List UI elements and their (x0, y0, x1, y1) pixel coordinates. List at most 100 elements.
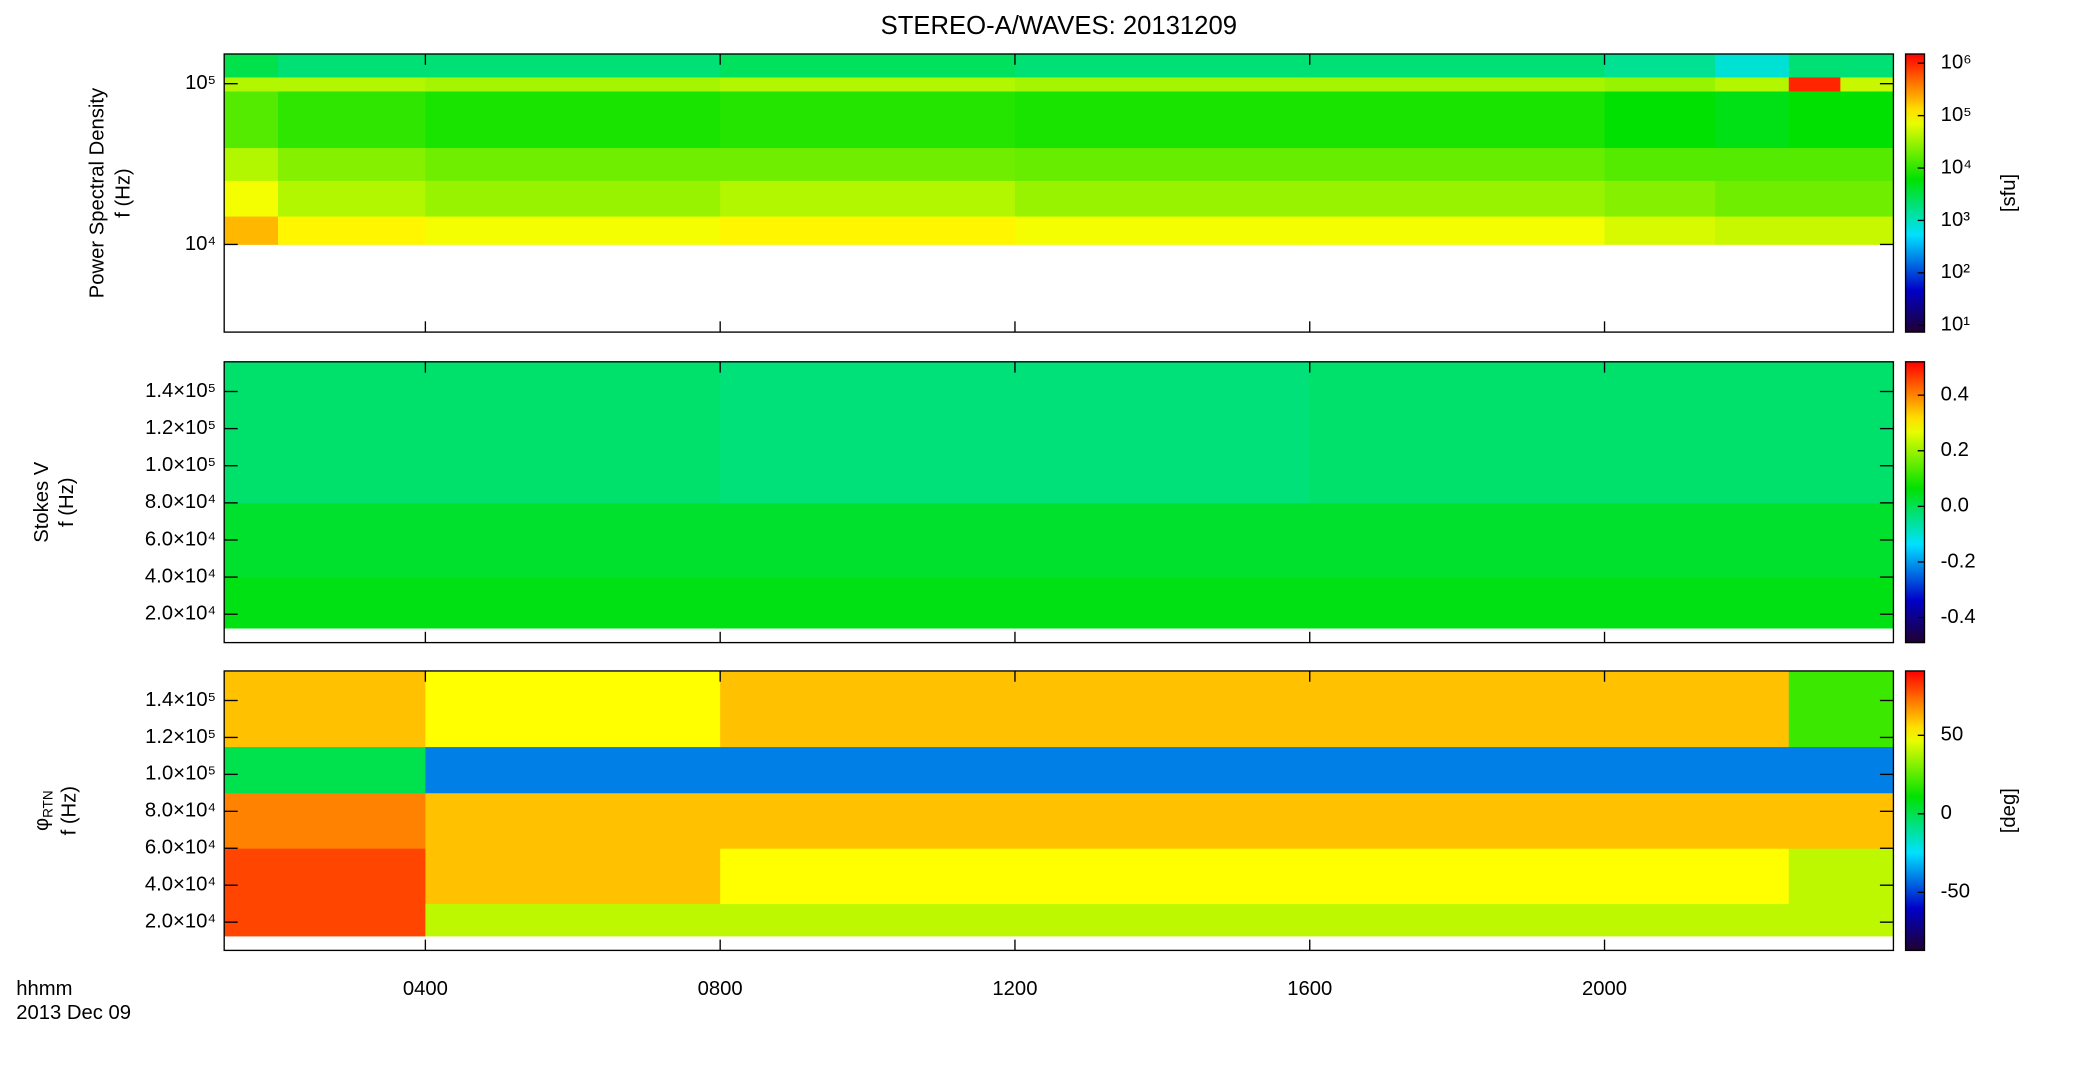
heatmap-cell (1309, 502, 1894, 578)
colorbar-label: [sfu] (1998, 174, 2020, 212)
x-tick-label: 2000 (1582, 978, 1627, 1000)
colorbar-tick-label: -0.2 (1941, 550, 1976, 572)
heatmap-cell (1604, 54, 1716, 78)
heatmap-cell (224, 216, 279, 245)
heatmap-cell (1788, 670, 1894, 748)
figure-title: STEREO-A/WAVES: 20131209 (881, 12, 1237, 40)
y-tick-label: 2.0×10⁴ (145, 910, 216, 932)
heatmap-cell (720, 502, 1311, 578)
heatmap-cell (224, 577, 721, 629)
heatmap-cell (425, 77, 721, 92)
heatmap-cell (1604, 180, 1716, 217)
heatmap-cell (1840, 216, 1894, 245)
colorbar-tick-label: 0.2 (1941, 439, 1969, 461)
y-tick-label: 4.0×10⁴ (145, 874, 216, 896)
heatmap-cell (425, 670, 721, 748)
y-axis-label: Stokes V (32, 461, 54, 543)
heatmap-cell (1604, 216, 1716, 245)
x-tick-label: 0400 (403, 978, 448, 1000)
heatmap-cell (224, 746, 426, 794)
heatmap-cell (277, 147, 426, 181)
heatmap-cell (1715, 54, 1790, 78)
heatmap-cell (720, 361, 1311, 504)
heatmap-cell (1309, 746, 1605, 794)
y-tick-label: 10⁴ (185, 233, 216, 255)
x-tick-label: 1600 (1287, 978, 1332, 1000)
heatmap-cell (1014, 216, 1311, 245)
y-tick-label: 10⁵ (185, 72, 216, 94)
heatmap-cell (277, 77, 426, 92)
heatmap-cell (425, 91, 721, 149)
heatmap-cell (1309, 216, 1605, 245)
y-tick-label: 1.4×10⁵ (145, 380, 216, 402)
plot-frame (223, 53, 1895, 333)
heatmap-cell (425, 216, 721, 245)
heatmap-cell (277, 91, 426, 149)
heatmap-cell (1014, 180, 1311, 217)
heatmap-cell (1309, 670, 1605, 748)
heatmap-cell (1788, 746, 1894, 794)
heatmap-cell (1014, 147, 1311, 181)
y-tick-label: 1.0×10⁵ (145, 763, 216, 785)
heatmap-cell (1715, 180, 1790, 217)
heatmap-cell (1604, 77, 1716, 92)
heatmap-cell (1604, 670, 1790, 748)
heatmap-cell (224, 848, 426, 905)
colorbar-tick-label: 10² (1941, 261, 1971, 283)
heatmap-cell (224, 670, 426, 748)
y-axis-label: f (Hz) (59, 786, 81, 835)
y-axis-label: Power Spectral Density (87, 87, 109, 298)
heatmap-cell (1840, 77, 1894, 92)
x-axis-label: hhmm (16, 978, 72, 1000)
heatmap-cell (720, 77, 1016, 92)
heatmap-cell (720, 216, 1016, 245)
heatmap-cell (224, 77, 279, 92)
heatmap-cell (425, 54, 721, 78)
heatmap-cell (224, 54, 279, 78)
heatmap-cell (1014, 91, 1311, 149)
colorbar-tick-label: 0 (1941, 802, 1952, 824)
heatmap-cell (1788, 147, 1841, 181)
heatmap-cell (1309, 792, 1605, 849)
heatmap-cell (277, 54, 426, 78)
heatmap-cell (1604, 746, 1790, 794)
y-tick-label: 6.0×10⁴ (145, 528, 216, 550)
heatmap-cell (1014, 903, 1311, 937)
heatmap-cell (1840, 54, 1894, 78)
heatmap-cell (1014, 848, 1311, 905)
heatmap-cell (1309, 54, 1605, 78)
heatmap-cell (1715, 77, 1790, 92)
colorbar-tick-label: 10⁴ (1941, 156, 1972, 178)
x-tick-label: 1200 (992, 978, 1037, 1000)
heatmap-cell (1840, 147, 1894, 181)
heatmap-cell (720, 848, 1016, 905)
heatmap-cell (224, 147, 279, 181)
heatmap-cell (1604, 147, 1716, 181)
y-tick-label: 1.2×10⁵ (145, 417, 216, 439)
colorbar-tick-label: 10¹ (1941, 314, 1971, 336)
y-tick-label: 8.0×10⁴ (145, 800, 216, 822)
colorbar-tick-label: 10⁶ (1941, 52, 1972, 74)
heatmap-cell (1309, 180, 1605, 217)
heatmap-cell (224, 91, 279, 149)
heatmap-cell (1014, 54, 1311, 78)
heatmap-cell (1014, 792, 1311, 849)
heatmap-cell (1788, 77, 1841, 92)
heatmap-cell (720, 903, 1016, 937)
y-axis-label: f (Hz) (113, 168, 135, 217)
y-tick-label: 1.0×10⁵ (145, 454, 216, 476)
heatmap-cell (720, 746, 1016, 794)
heatmap-cell (425, 848, 721, 905)
heatmap-cell (1014, 77, 1311, 92)
heatmap-cell (720, 792, 1016, 849)
heatmap-cell (224, 361, 721, 504)
heatmap-cell (1715, 91, 1790, 149)
colorbar-tick-label: 10³ (1941, 209, 1971, 231)
heatmap-cell (277, 180, 426, 217)
y-tick-label: 1.4×10⁵ (145, 689, 216, 711)
heatmap-cell (720, 670, 1016, 748)
colorbar-tick-label: -50 (1941, 881, 1970, 903)
heatmap-cell (1788, 91, 1841, 149)
